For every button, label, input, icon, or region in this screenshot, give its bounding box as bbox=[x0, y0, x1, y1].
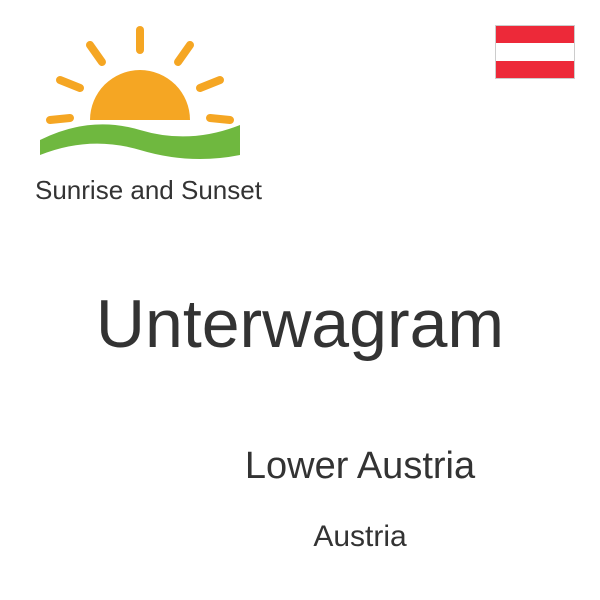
flag-stripe-middle bbox=[496, 43, 574, 60]
tagline-text: Sunrise and Sunset bbox=[35, 175, 262, 206]
region-text: Lower Austria bbox=[0, 445, 600, 488]
location-title: Unterwagram bbox=[0, 285, 600, 363]
sunrise-logo bbox=[30, 20, 250, 170]
flag-stripe-bottom bbox=[496, 61, 574, 78]
austria-flag-icon bbox=[495, 25, 575, 79]
country-text: Austria bbox=[0, 520, 600, 554]
flag-stripe-top bbox=[496, 26, 574, 43]
